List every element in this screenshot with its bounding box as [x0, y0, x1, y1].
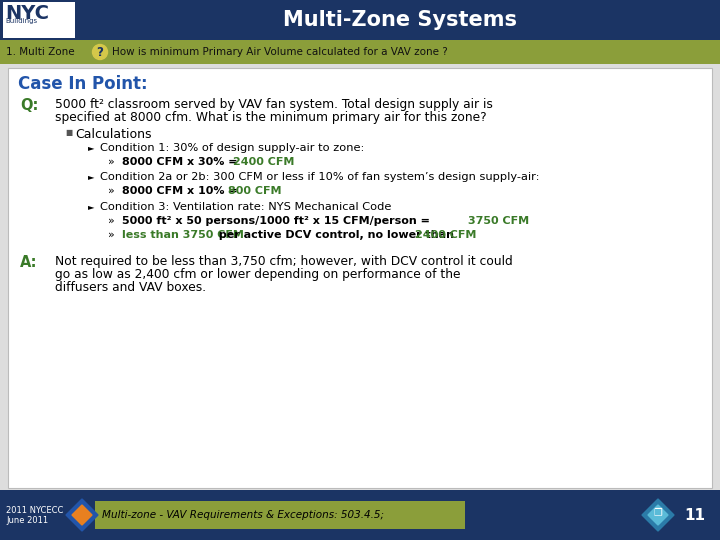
Text: ■: ■ [65, 128, 72, 137]
Text: »: » [108, 157, 114, 167]
Text: How is minimum Primary Air Volume calculated for a VAV zone ?: How is minimum Primary Air Volume calcul… [112, 47, 448, 57]
Circle shape [92, 44, 107, 59]
FancyBboxPatch shape [8, 68, 712, 488]
FancyBboxPatch shape [0, 40, 720, 64]
Text: less than 3750 CFM: less than 3750 CFM [122, 230, 244, 240]
Polygon shape [648, 505, 668, 525]
Text: Q:: Q: [20, 98, 38, 113]
Text: Buildings: Buildings [5, 18, 37, 24]
Text: Condition 3: Ventilation rate: NYS Mechanical Code: Condition 3: Ventilation rate: NYS Mecha… [100, 202, 392, 212]
Text: Multi-Zone Systems: Multi-Zone Systems [283, 10, 517, 30]
Text: Condition 2a or 2b: 300 CFM or less if 10% of fan system’s design supply-air:: Condition 2a or 2b: 300 CFM or less if 1… [100, 172, 539, 182]
Text: June 2011: June 2011 [6, 516, 48, 525]
Text: ►: ► [88, 172, 94, 181]
Text: 5000 ft² x 50 persons/1000 ft² x 15 CFM/person =: 5000 ft² x 50 persons/1000 ft² x 15 CFM/… [122, 216, 433, 226]
Text: 800 CFM: 800 CFM [228, 186, 282, 196]
Text: ►: ► [88, 202, 94, 211]
Text: 2400 CFM: 2400 CFM [415, 230, 477, 240]
Text: NYC: NYC [5, 4, 49, 23]
Text: 2011 NYCECC: 2011 NYCECC [6, 506, 63, 515]
Text: 8000 CFM x 10% =: 8000 CFM x 10% = [122, 186, 241, 196]
FancyBboxPatch shape [3, 2, 75, 38]
Text: 8000 CFM x 30% =: 8000 CFM x 30% = [122, 157, 241, 167]
Text: ❐: ❐ [654, 508, 662, 518]
Text: Multi-zone - VAV Requirements & Exceptions: 503.4.5;: Multi-zone - VAV Requirements & Exceptio… [102, 510, 384, 520]
Text: Case In Point:: Case In Point: [18, 75, 148, 93]
Text: 2400 CFM: 2400 CFM [233, 157, 294, 167]
Text: 3750 CFM: 3750 CFM [468, 216, 529, 226]
Text: »: » [108, 230, 114, 240]
Text: 11: 11 [685, 508, 706, 523]
Text: go as low as 2,400 cfm or lower depending on performance of the: go as low as 2,400 cfm or lower dependin… [55, 268, 461, 281]
Text: ?: ? [96, 45, 104, 58]
Polygon shape [72, 505, 92, 525]
Polygon shape [66, 499, 98, 531]
Text: Not required to be less than 3,750 cfm; however, with DCV control it could: Not required to be less than 3,750 cfm; … [55, 255, 513, 268]
Text: specified at 8000 cfm. What is the minimum primary air for this zone?: specified at 8000 cfm. What is the minim… [55, 111, 487, 124]
Polygon shape [642, 499, 674, 531]
FancyBboxPatch shape [95, 501, 465, 529]
FancyBboxPatch shape [0, 490, 720, 540]
Text: diffusers and VAV boxes.: diffusers and VAV boxes. [55, 281, 206, 294]
Text: »: » [108, 216, 114, 226]
Text: ►: ► [88, 143, 94, 152]
Text: Condition 1: 30% of design supply-air to zone:: Condition 1: 30% of design supply-air to… [100, 143, 364, 153]
FancyBboxPatch shape [0, 0, 720, 40]
Text: »: » [108, 186, 114, 196]
Text: A:: A: [20, 255, 37, 270]
Text: 1. Multi Zone: 1. Multi Zone [6, 47, 75, 57]
Text: 5000 ft² classroom served by VAV fan system. Total design supply air is: 5000 ft² classroom served by VAV fan sys… [55, 98, 493, 111]
Text: Calculations: Calculations [75, 128, 151, 141]
Text: per active DCV control, no lower than: per active DCV control, no lower than [215, 230, 458, 240]
